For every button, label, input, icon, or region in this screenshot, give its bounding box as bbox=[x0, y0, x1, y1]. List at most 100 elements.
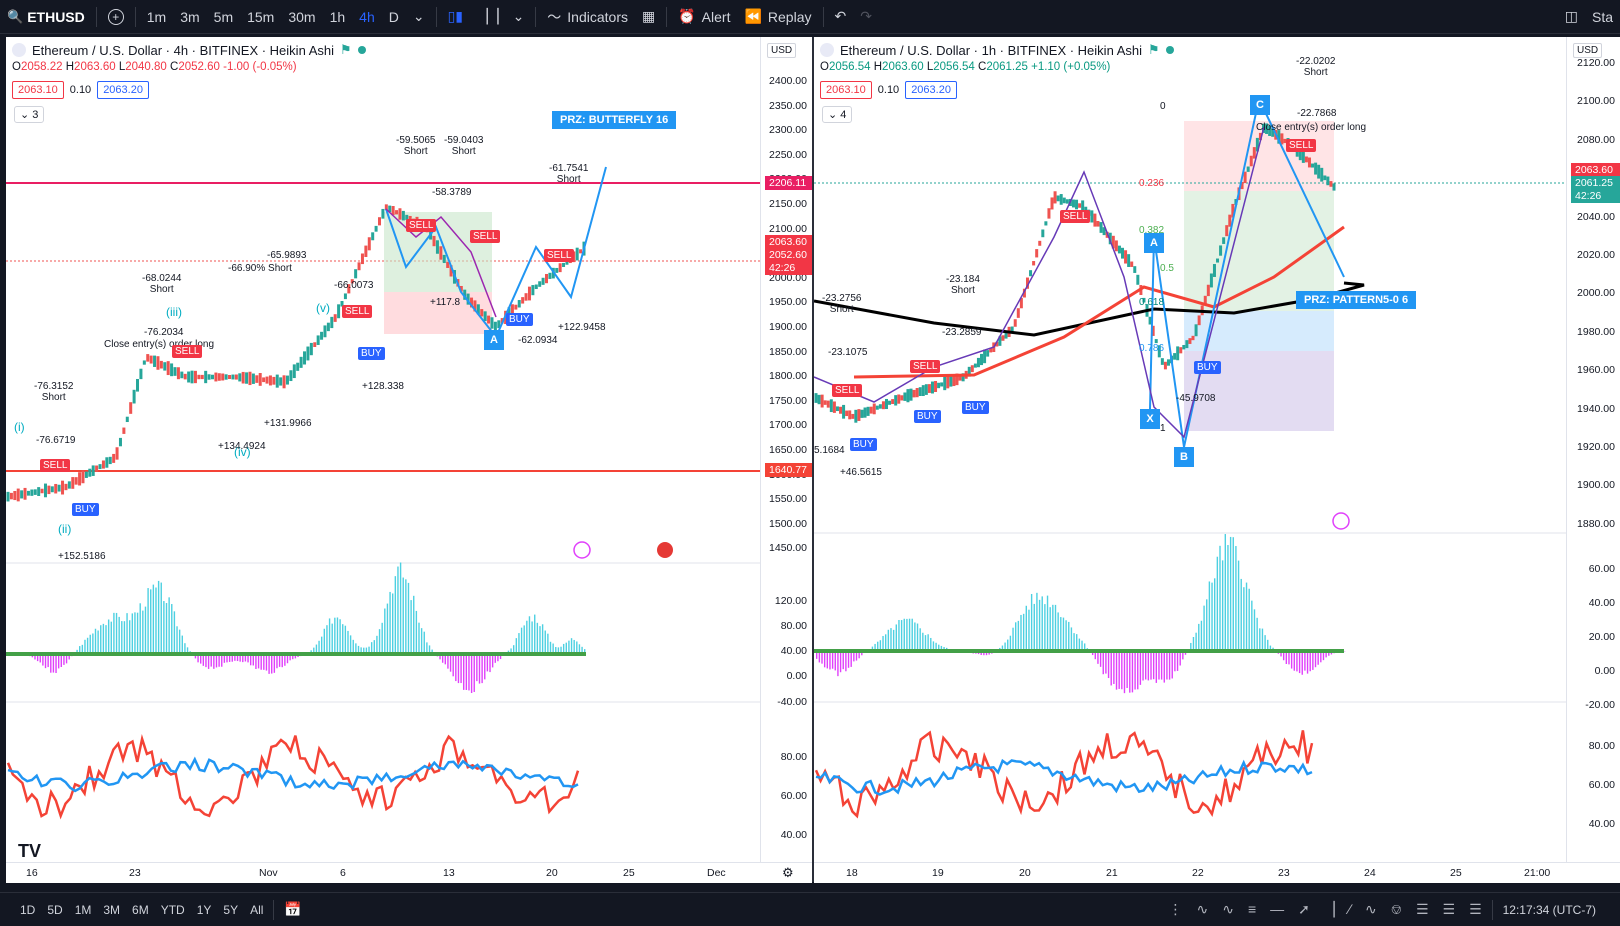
interval-D[interactable]: D bbox=[388, 8, 399, 25]
indicators-button[interactable]: 〜 Indicators bbox=[540, 0, 635, 34]
range-All[interactable]: All bbox=[250, 902, 264, 917]
right-chart-pane[interactable]: Ethereum / U.S. Dollar · 1h · BITFINEX ·… bbox=[814, 37, 1568, 880]
buy-signal[interactable]: BUY bbox=[506, 313, 533, 326]
alert-button[interactable]: ⏰ Alert bbox=[671, 0, 737, 34]
layout-toggle-button[interactable]: ◫ bbox=[1558, 0, 1585, 34]
undo-button[interactable]: ↶ bbox=[828, 0, 854, 34]
interval-1m[interactable]: 1m bbox=[146, 8, 167, 25]
position-tool-icon[interactable]: ☰ bbox=[1415, 901, 1429, 917]
left-chart-title[interactable]: Ethereum / U.S. Dollar · 4h · BITFINEX ·… bbox=[12, 42, 366, 58]
right-chart-title[interactable]: Ethereum / U.S. Dollar · 1h · BITFINEX ·… bbox=[820, 42, 1174, 58]
bars-pattern-icon[interactable]: ▕ bbox=[1323, 901, 1335, 917]
list-tool-icon[interactable]: ☰ bbox=[1469, 901, 1482, 917]
interval-dropdown[interactable]: ⌄ bbox=[406, 0, 432, 34]
bar-type-button[interactable]: ▕▕ bbox=[470, 0, 506, 34]
pattern-tool-icon[interactable]: ∿ bbox=[1365, 901, 1377, 917]
chart-type-dropdown[interactable]: ⌄ bbox=[506, 0, 532, 34]
buy-signal[interactable]: BUY bbox=[1194, 361, 1221, 374]
lightning-icon[interactable] bbox=[1332, 512, 1350, 530]
sell-signal[interactable]: SELL bbox=[544, 249, 575, 262]
pattern-point-X[interactable]: X bbox=[1140, 409, 1160, 429]
projection-tool-icon[interactable]: ☰ bbox=[1442, 901, 1456, 917]
range-YTD[interactable]: YTD bbox=[160, 902, 185, 917]
symbol-search[interactable]: 🔍 ETHUSD bbox=[0, 0, 92, 34]
left-legend-toggle[interactable]: ⌄ 3 bbox=[14, 106, 45, 123]
sell-signal[interactable]: SELL bbox=[1060, 210, 1091, 223]
range-5Y[interactable]: 5Y bbox=[223, 902, 239, 917]
right-currency-label[interactable]: USD bbox=[1573, 43, 1603, 58]
right-chart-canvas[interactable] bbox=[814, 37, 1568, 880]
left-prz-label[interactable]: PRZ: BUTTERFLY 16 bbox=[552, 111, 677, 129]
clock[interactable]: 12:17:34 (UTC-7) bbox=[1502, 902, 1596, 917]
left-ask-button[interactable]: 2063.20 bbox=[97, 81, 149, 99]
left-chart-pane[interactable]: Ethereum / U.S. Dollar · 4h · BITFINEX ·… bbox=[6, 37, 760, 880]
buy-signal[interactable]: BUY bbox=[914, 410, 941, 423]
macd-tick: 120.00 bbox=[774, 595, 807, 607]
abcd-tool-icon[interactable]: ∿ bbox=[1222, 901, 1234, 917]
sell-signal[interactable]: SELL bbox=[342, 305, 373, 318]
histogram-bar bbox=[107, 619, 110, 654]
pane-divider[interactable] bbox=[812, 37, 814, 882]
fib-tool-icon[interactable]: ≡ bbox=[1247, 901, 1257, 917]
lightning-icon[interactable] bbox=[573, 541, 591, 559]
trend-line-icon[interactable]: ➚ bbox=[1298, 901, 1310, 917]
right-prz-label[interactable]: PRZ: PATTERN5-0 6 bbox=[1296, 291, 1417, 309]
pattern-point-A[interactable]: A bbox=[484, 330, 504, 350]
sell-signal[interactable]: SELL bbox=[172, 345, 203, 358]
range-1D[interactable]: 1D bbox=[20, 902, 36, 917]
pattern-point-A[interactable]: A bbox=[1144, 233, 1164, 253]
range-6M[interactable]: 6M bbox=[132, 902, 149, 917]
right-time-axis[interactable]: 18 19 20 21 22 23 24 25 21:00 bbox=[814, 862, 1620, 883]
sell-signal[interactable]: SELL bbox=[1286, 139, 1317, 152]
interval-1h[interactable]: 1h bbox=[329, 8, 346, 25]
left-bid-button[interactable]: 2063.10 bbox=[12, 81, 64, 99]
sell-signal[interactable]: SELL bbox=[832, 384, 863, 397]
flag-us-icon[interactable] bbox=[657, 542, 673, 558]
pattern-point-C[interactable]: C bbox=[1250, 95, 1270, 115]
settings-gear-icon[interactable]: ⚙ bbox=[782, 865, 794, 880]
right-price-axis[interactable]: USD 2120.002100.002080.002060.002040.002… bbox=[1566, 37, 1620, 880]
left-time-axis[interactable]: 16 23 Nov 6 13 20 25 Dec TV ⚙ bbox=[6, 841, 812, 883]
buy-signal[interactable]: BUY bbox=[962, 401, 989, 414]
right-bid-button[interactable]: 2063.10 bbox=[820, 81, 872, 99]
right-ask-button[interactable]: 2063.20 bbox=[905, 81, 957, 99]
range-3M[interactable]: 3M bbox=[103, 902, 121, 917]
cycle-tool-icon[interactable]: ⎊ bbox=[1390, 901, 1402, 917]
range-5D[interactable]: 5D bbox=[47, 902, 63, 917]
sell-signal[interactable]: SELL bbox=[40, 459, 71, 472]
drag-handle-icon[interactable]: ⋮ bbox=[1168, 901, 1183, 917]
date-range-button[interactable]: 📅 bbox=[278, 901, 307, 918]
start-label[interactable]: Sta bbox=[1591, 8, 1613, 25]
range-1M[interactable]: 1M bbox=[74, 902, 92, 917]
histogram-bar bbox=[1081, 640, 1083, 651]
compare-button[interactable]: + bbox=[101, 0, 131, 34]
buy-signal[interactable]: BUY bbox=[72, 503, 99, 516]
histogram-bar bbox=[821, 651, 823, 664]
interval-3m[interactable]: 3m bbox=[180, 8, 200, 25]
wave-label: (ii) bbox=[58, 522, 72, 536]
left-price-axis[interactable]: USD 2400.002350.002300.002250.002200.002… bbox=[760, 37, 813, 880]
pattern-point-B[interactable]: B bbox=[1174, 447, 1194, 467]
horizontal-line-icon[interactable]: — bbox=[1270, 901, 1285, 917]
chart-type-button[interactable]: ▯▮ bbox=[441, 0, 470, 34]
buy-signal[interactable]: BUY bbox=[358, 347, 385, 360]
buy-signal[interactable]: BUY bbox=[850, 438, 877, 451]
harmonic-pattern-line[interactable] bbox=[385, 166, 607, 339]
line-tool-icon[interactable]: ∕ bbox=[1348, 901, 1351, 917]
interval-4h[interactable]: 4h bbox=[359, 8, 375, 25]
xabcd-tool-icon[interactable]: ∿ bbox=[1196, 901, 1209, 917]
interval-5m[interactable]: 5m bbox=[213, 8, 234, 25]
replay-button[interactable]: ⏪ Replay bbox=[737, 0, 818, 34]
layouts-button[interactable]: ▦ bbox=[635, 0, 662, 34]
left-chart-canvas[interactable] bbox=[6, 37, 760, 880]
sell-signal[interactable]: SELL bbox=[910, 360, 941, 373]
redo-button[interactable]: ↷ bbox=[853, 0, 879, 34]
drawing-tools[interactable]: ⋮ ∿ ∿ ≡ — ➚ ▕ ∕ ∿ ⎊ ☰ ☰ ☰ bbox=[1163, 901, 1488, 918]
right-legend-toggle[interactable]: ⌄ 4 bbox=[822, 106, 853, 123]
sell-signal[interactable]: SELL bbox=[406, 219, 437, 232]
range-1Y[interactable]: 1Y bbox=[196, 902, 212, 917]
left-currency-label[interactable]: USD bbox=[767, 43, 797, 58]
interval-15m[interactable]: 15m bbox=[247, 8, 275, 25]
interval-30m[interactable]: 30m bbox=[288, 8, 316, 25]
sell-signal[interactable]: SELL bbox=[470, 230, 501, 243]
